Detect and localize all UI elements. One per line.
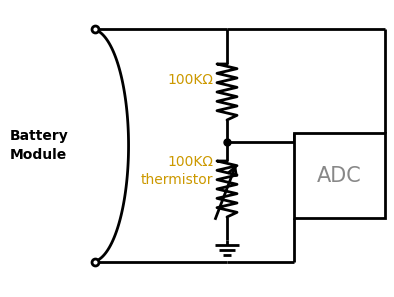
Text: Battery
Module: Battery Module: [10, 129, 69, 162]
Text: ADC: ADC: [317, 165, 362, 186]
Text: 100KΩ
thermistor: 100KΩ thermistor: [141, 155, 213, 187]
Text: 100KΩ: 100KΩ: [167, 73, 213, 87]
FancyBboxPatch shape: [294, 133, 385, 218]
